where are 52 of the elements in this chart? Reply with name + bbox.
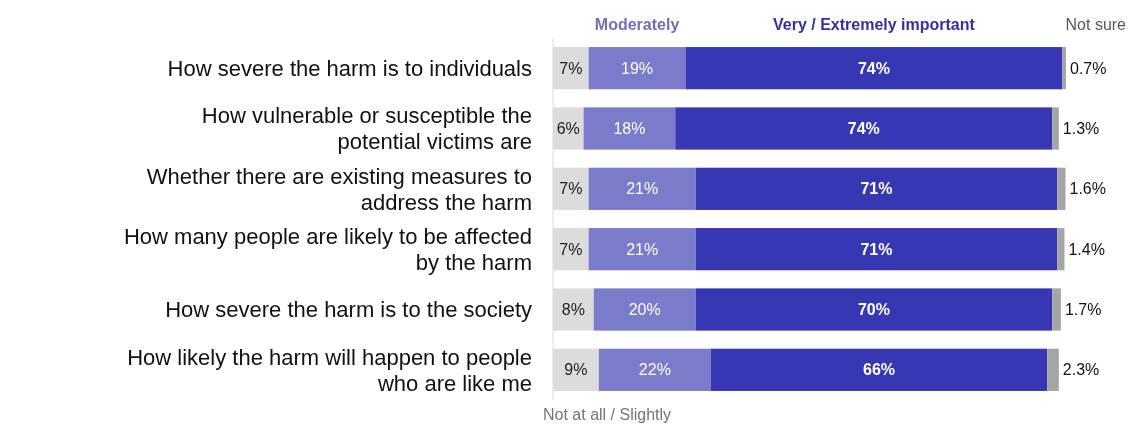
series-label: Moderately	[594, 16, 680, 33]
data-label: 8%	[561, 301, 585, 319]
y-tick-label: How many people are likely to be affected by the harm	[123, 223, 532, 275]
bar	[695, 228, 1058, 271]
bar	[1047, 348, 1059, 391]
bar	[1057, 167, 1066, 210]
data-label: 1.3%	[1062, 120, 1100, 138]
bar	[1057, 228, 1065, 271]
bar	[1062, 47, 1066, 90]
data-label: 66%	[863, 361, 896, 379]
data-label: 9%	[564, 361, 588, 379]
series-label: Very / Extremely important	[773, 16, 976, 33]
data-label: 71%	[860, 240, 893, 258]
y-tick-label: How severe the harm is to the society	[165, 297, 532, 323]
y-tick-label: How vulnerable or susceptible the potential victims are	[201, 103, 532, 155]
bar	[1052, 288, 1061, 331]
data-label: 74%	[847, 120, 880, 138]
data-label: 1.6%	[1069, 180, 1106, 198]
bar	[588, 228, 696, 271]
data-label: 1.7%	[1064, 301, 1102, 319]
bar	[675, 107, 1053, 150]
bar	[1052, 107, 1059, 150]
series-label: Not at all / Slightly	[543, 406, 672, 423]
data-label: 74%	[857, 59, 890, 77]
bar	[598, 348, 711, 391]
data-label: 20%	[628, 301, 661, 319]
data-label: 7%	[559, 180, 583, 198]
data-label: 0.7%	[1070, 59, 1107, 77]
bar	[695, 288, 1053, 331]
bar	[695, 167, 1058, 210]
y-tick-label: How likely the harm will happen to people who are like me	[127, 344, 532, 396]
bar	[588, 47, 686, 90]
bar	[710, 348, 1048, 391]
data-label: 2.3%	[1062, 361, 1100, 379]
data-label: 1.4%	[1068, 240, 1105, 258]
series-label: Not sure	[1065, 16, 1127, 33]
data-label: 21%	[626, 240, 659, 258]
data-label: 22%	[638, 361, 671, 379]
data-label: 6%	[556, 120, 580, 138]
data-label: 18%	[613, 120, 646, 138]
data-label: 21%	[626, 180, 659, 198]
data-label: 70%	[857, 301, 890, 319]
bar	[685, 47, 1063, 90]
data-label: 19%	[621, 59, 654, 77]
y-tick-label: How severe the harm is to individuals	[167, 55, 532, 81]
data-label: 7%	[559, 59, 583, 77]
data-label: 7%	[559, 240, 583, 258]
data-label: 71%	[860, 180, 893, 198]
bar	[588, 167, 696, 210]
bar	[583, 107, 676, 150]
bar	[593, 288, 696, 331]
y-tick-label: Whether there are existing measures to address the harm	[146, 163, 532, 215]
